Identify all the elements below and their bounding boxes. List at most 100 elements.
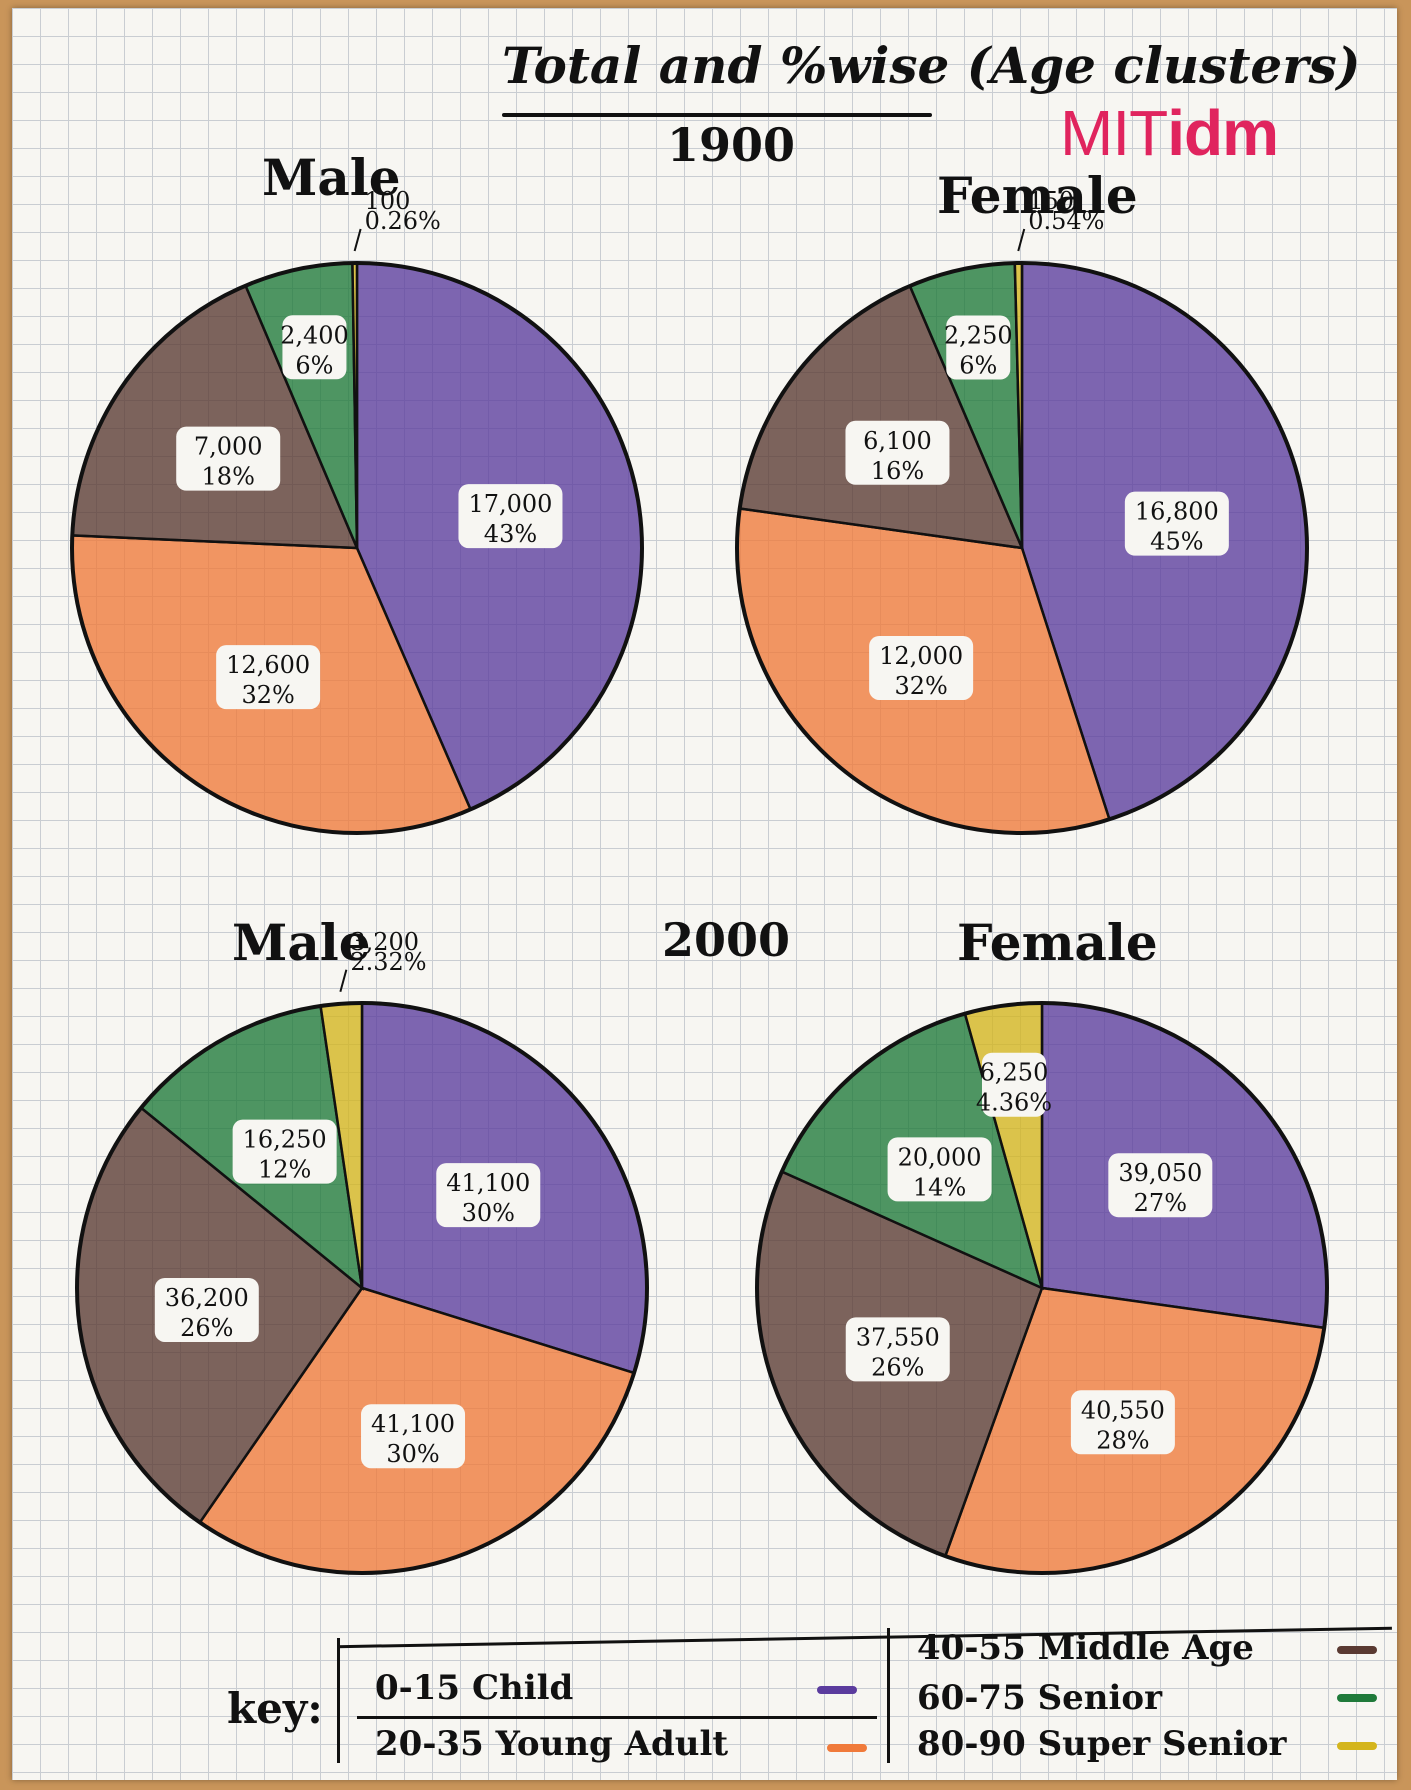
key-label-young-adult: Young Adult: [495, 1724, 729, 1764]
pie-value-label: 36,200: [165, 1284, 249, 1312]
key-swatch-middle-age: [1337, 1646, 1377, 1654]
pie-percent-label: 30%: [386, 1440, 439, 1468]
pie-value-label: 12,000: [879, 642, 963, 670]
key-label-middle-age: Middle Age: [1037, 1628, 1254, 1668]
key-divider-rule: [887, 1628, 890, 1763]
chart-title-female-2000: Female: [957, 913, 1158, 972]
pie-label-background: [869, 635, 974, 700]
pie-percent-label: 32%: [241, 681, 294, 709]
pie-label-background: [845, 420, 950, 485]
pie-percent-label: 2.32%: [350, 948, 426, 976]
key-item-young-adult: 20-35 Young Adult: [375, 1724, 728, 1764]
pie-percent-label: 0.26%: [365, 207, 441, 235]
pie-label-background: [887, 1137, 992, 1202]
pie-value-label: 40,550: [1081, 1396, 1165, 1424]
pie-percent-label: 6%: [959, 352, 997, 380]
pie-percent-label: 0.54%: [1028, 207, 1104, 235]
key-left-rule: [337, 1638, 340, 1763]
graph-paper-sheet: Total and %wise (Age clusters) 1900 MITi…: [12, 8, 1397, 1780]
key-label-child: Child: [471, 1668, 574, 1708]
pie-label-background: [981, 1052, 1046, 1117]
pie-value-label: 100: [365, 187, 411, 215]
key-label-super-senior: Super Senior: [1037, 1724, 1287, 1764]
logo-mit-text: MIT: [1060, 97, 1168, 169]
pie-value-label: 41,100: [371, 1410, 455, 1438]
year-label-2000: 2000: [662, 913, 791, 967]
page-title: Total and %wise (Age clusters): [502, 36, 1361, 95]
key-row-rule: [357, 1716, 877, 1719]
pie-percent-label: 26%: [871, 1353, 924, 1381]
pie-value-label: 2,400: [280, 321, 349, 349]
pie-percent-label: 6%: [295, 351, 333, 379]
pie-percent-label: 4.36%: [976, 1089, 1052, 1117]
pie-value-label: 16,250: [243, 1126, 327, 1154]
chart-title-male-1900: Male: [262, 148, 401, 207]
pie-value-label: 7,000: [194, 433, 263, 461]
pie-value-label: 6,100: [863, 427, 932, 455]
pie-value-label: 17,000: [468, 490, 552, 518]
pie-outline: [75, 1001, 649, 1575]
pie-chart-male-2000: 41,10030%41,10030%36,20026%16,25012%3,20…: [75, 928, 649, 1575]
pie-outline: [755, 1001, 1329, 1575]
key-label-senior: Senior: [1037, 1678, 1163, 1718]
pie-value-label: 41,100: [446, 1169, 530, 1197]
pie-value-label: 150: [1028, 187, 1074, 215]
pie-percent-label: 27%: [1134, 1189, 1187, 1217]
pie-outline: [735, 261, 1309, 835]
key-swatch-young-adult: [827, 1744, 867, 1752]
pie-percent-label: 43%: [484, 520, 537, 548]
pie-label-background: [1108, 1153, 1213, 1218]
key-title: key:: [227, 1684, 323, 1733]
pie-value-label: 6,250: [980, 1059, 1049, 1087]
pie-label-background: [1124, 491, 1229, 556]
pie-value-label: 39,050: [1118, 1159, 1202, 1187]
pie-label-background: [361, 1404, 466, 1469]
pie-label-background: [1070, 1390, 1175, 1455]
pie-percent-label: 45%: [1150, 528, 1203, 556]
pie-label-background: [282, 315, 347, 380]
pie-value-label: 37,550: [856, 1323, 940, 1351]
pie-value-label: 20,000: [898, 1143, 982, 1171]
key-item-senior: 60-75 Senior: [917, 1678, 1162, 1718]
pie-percent-label: 16%: [871, 457, 924, 485]
pie-value-label: 16,800: [1135, 498, 1219, 526]
pie-label-background: [845, 1317, 950, 1382]
legend-key: key: 0-15 Child 20-35 Young Adult 40-55 …: [227, 1606, 1397, 1776]
key-swatch-child: [817, 1686, 857, 1694]
pie-leader-line: [339, 969, 348, 993]
pie-label-background: [216, 645, 321, 710]
pie-value-label: 2,250: [944, 322, 1013, 350]
pie-label-background: [176, 426, 281, 491]
pie-leader-line: [1017, 228, 1026, 252]
key-swatch-senior: [1337, 1694, 1377, 1702]
chart-title-female-1900: Female: [937, 166, 1138, 225]
pie-label-background: [232, 1119, 337, 1184]
mit-idm-logo: MITidm: [1060, 96, 1279, 170]
pie-label-background: [458, 484, 563, 549]
pie-percent-label: 18%: [202, 463, 255, 491]
key-item-super-senior: 80-90 Super Senior: [917, 1724, 1286, 1764]
key-swatch-super-senior: [1337, 1742, 1377, 1750]
pie-label-background: [436, 1163, 541, 1228]
key-range-senior: 60-75: [917, 1678, 1026, 1718]
pie-leader-line: [353, 228, 362, 252]
pie-percent-label: 14%: [913, 1173, 966, 1201]
pie-value-label: 12,600: [226, 651, 310, 679]
pie-value-label: 3,200: [350, 928, 419, 956]
pie-outline: [70, 261, 644, 835]
key-range-young-adult: 20-35: [375, 1724, 484, 1764]
key-item-child: 0-15 Child: [375, 1668, 573, 1708]
logo-idm-text: idm: [1167, 97, 1279, 169]
key-range-child: 0-15: [375, 1668, 461, 1708]
title-underline: [502, 113, 932, 117]
pie-percent-label: 30%: [462, 1199, 515, 1227]
pie-percent-label: 26%: [180, 1314, 233, 1342]
pie-label-background: [946, 315, 1011, 380]
year-label-1900: 1900: [667, 118, 796, 172]
pie-percent-label: 28%: [1096, 1426, 1149, 1454]
key-range-middle-age: 40-55: [917, 1628, 1026, 1668]
pie-percent-label: 32%: [894, 672, 947, 700]
